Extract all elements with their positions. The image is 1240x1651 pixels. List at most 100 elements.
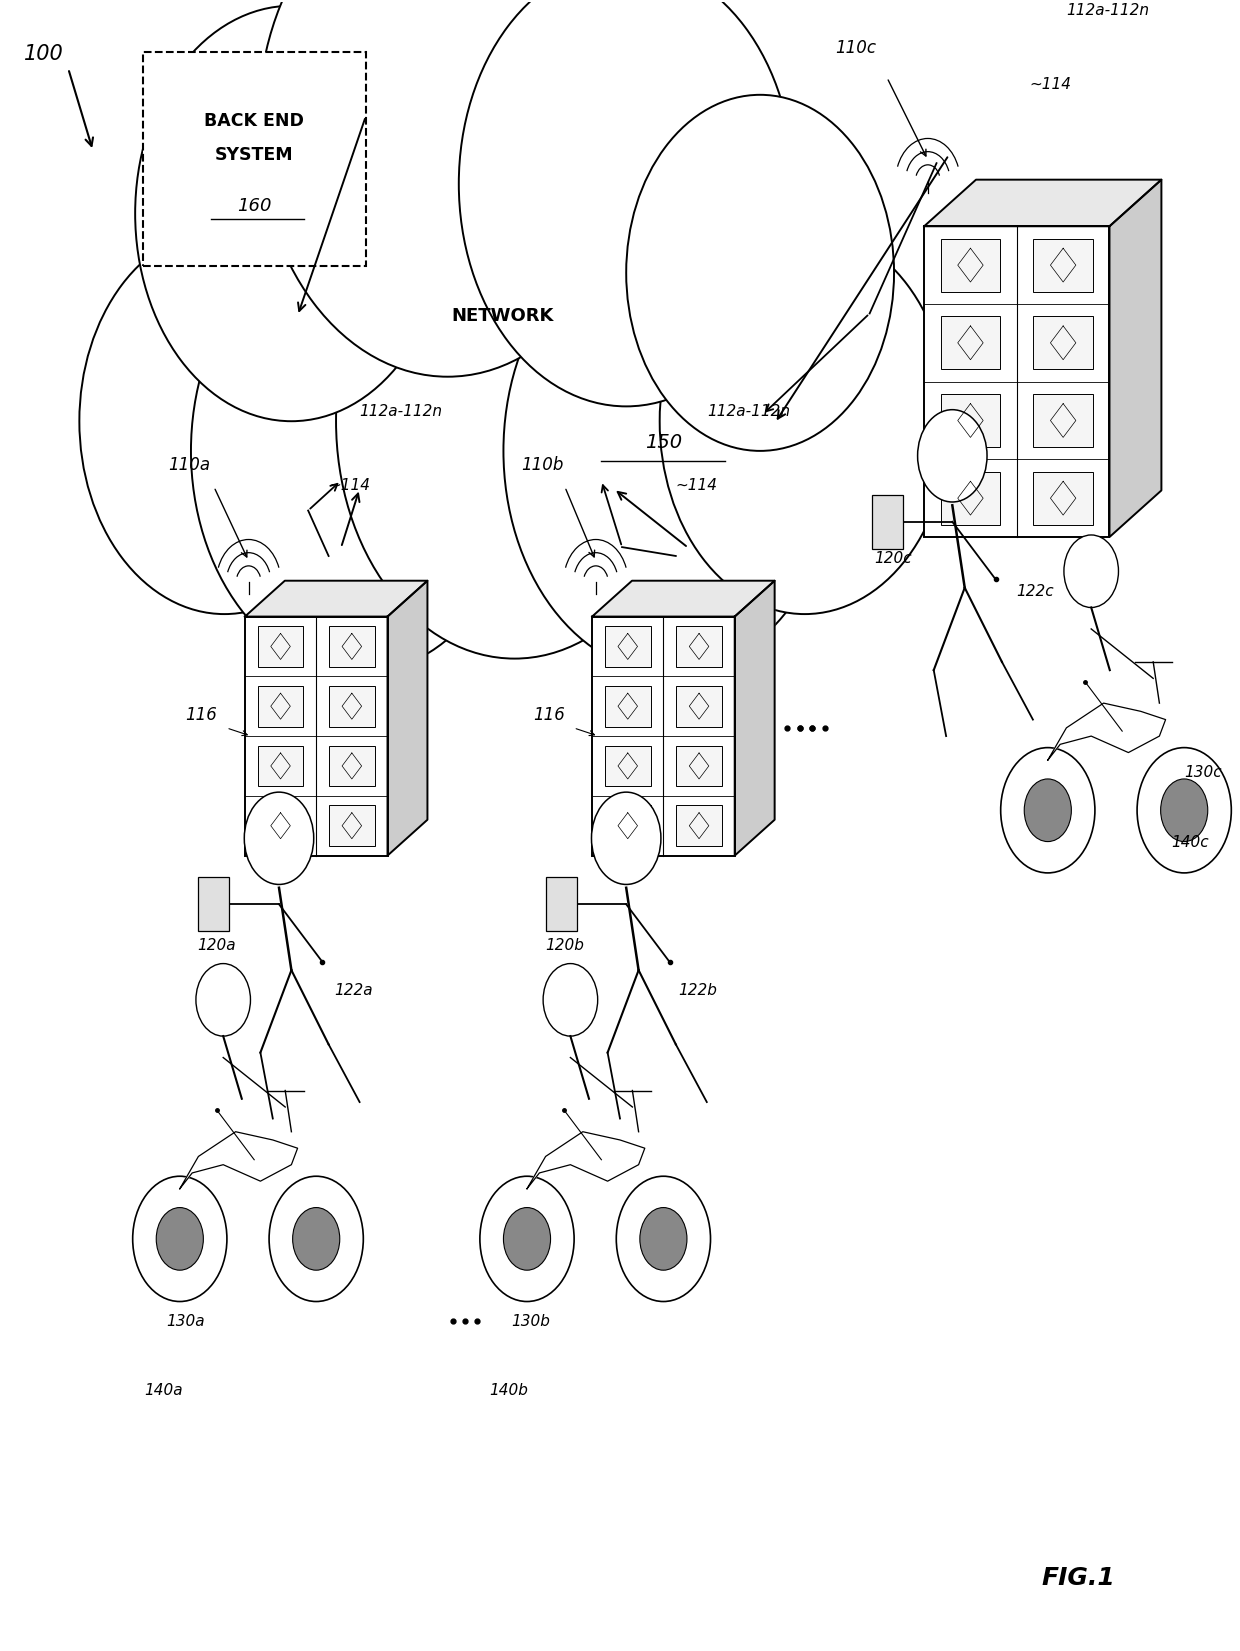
Text: 122b: 122b	[678, 982, 718, 997]
Text: ~114: ~114	[676, 479, 718, 494]
Text: ~114: ~114	[329, 479, 371, 494]
Circle shape	[626, 94, 894, 451]
Circle shape	[626, 94, 894, 451]
Circle shape	[1001, 748, 1095, 873]
Text: BACK END: BACK END	[205, 112, 304, 129]
Circle shape	[191, 228, 526, 674]
Polygon shape	[527, 1131, 645, 1189]
Text: 150: 150	[645, 433, 682, 452]
Bar	[941, 395, 1001, 447]
Text: 110b: 110b	[521, 456, 564, 474]
Text: 112a-112n: 112a-112n	[707, 404, 790, 419]
Bar	[329, 746, 374, 786]
Circle shape	[336, 183, 693, 659]
Bar	[605, 806, 651, 845]
Bar	[872, 495, 903, 550]
Text: 120a: 120a	[197, 938, 237, 953]
Circle shape	[191, 228, 526, 674]
Bar	[329, 685, 374, 726]
Text: 120b: 120b	[544, 938, 584, 953]
Polygon shape	[593, 581, 775, 616]
Text: 112a-112n: 112a-112n	[360, 404, 443, 419]
Text: 122a: 122a	[334, 982, 373, 997]
Bar	[941, 239, 1001, 292]
Bar	[941, 472, 1001, 525]
Bar	[258, 626, 304, 667]
Circle shape	[591, 792, 661, 885]
Text: ~114: ~114	[1029, 78, 1071, 92]
Polygon shape	[246, 581, 428, 616]
Bar	[329, 626, 374, 667]
Text: NETWORK: NETWORK	[451, 307, 553, 325]
Bar	[676, 806, 722, 845]
Circle shape	[616, 1176, 711, 1301]
Bar	[329, 806, 374, 845]
Bar	[1033, 317, 1092, 370]
Circle shape	[135, 7, 448, 421]
Circle shape	[258, 0, 637, 376]
Circle shape	[196, 964, 250, 1037]
Bar	[258, 746, 304, 786]
Circle shape	[503, 1207, 551, 1270]
Text: 130a: 130a	[166, 1314, 206, 1329]
Bar	[605, 746, 651, 786]
Text: 160: 160	[237, 196, 272, 215]
Circle shape	[918, 409, 987, 502]
Text: 112a-112n: 112a-112n	[1066, 3, 1149, 18]
Circle shape	[459, 0, 794, 406]
Bar	[593, 616, 734, 855]
Polygon shape	[1110, 180, 1162, 537]
Circle shape	[1024, 779, 1071, 842]
Circle shape	[660, 228, 950, 614]
Circle shape	[336, 183, 693, 659]
Circle shape	[480, 1176, 574, 1301]
Text: 116: 116	[186, 705, 217, 723]
Bar	[676, 685, 722, 726]
Bar	[605, 626, 651, 667]
Polygon shape	[1048, 703, 1166, 759]
Text: 140c: 140c	[1172, 834, 1209, 850]
Bar	[258, 685, 304, 726]
Text: FIG.1: FIG.1	[1042, 1567, 1116, 1590]
Circle shape	[79, 228, 370, 614]
Text: 130b: 130b	[511, 1314, 551, 1329]
Circle shape	[503, 228, 838, 674]
Circle shape	[269, 1176, 363, 1301]
Polygon shape	[734, 581, 775, 855]
Bar	[143, 51, 366, 266]
Text: 116: 116	[533, 705, 564, 723]
Bar	[546, 877, 577, 931]
Text: 140b: 140b	[489, 1384, 528, 1398]
Text: SYSTEM: SYSTEM	[215, 145, 294, 163]
Text: 120c: 120c	[874, 551, 911, 566]
Bar	[198, 877, 229, 931]
Text: 140a: 140a	[144, 1384, 184, 1398]
Circle shape	[244, 792, 314, 885]
Circle shape	[156, 1207, 203, 1270]
Bar	[605, 685, 651, 726]
Circle shape	[459, 0, 794, 406]
Circle shape	[258, 0, 637, 376]
Bar	[1033, 395, 1092, 447]
Polygon shape	[387, 581, 428, 855]
Bar	[941, 317, 1001, 370]
Circle shape	[133, 1176, 227, 1301]
Circle shape	[79, 228, 370, 614]
Bar	[1033, 239, 1092, 292]
Text: 122c: 122c	[1017, 584, 1054, 599]
Circle shape	[1064, 535, 1118, 608]
Bar	[676, 626, 722, 667]
Polygon shape	[180, 1131, 298, 1189]
Polygon shape	[924, 180, 1162, 226]
Bar	[676, 746, 722, 786]
Bar	[1033, 472, 1092, 525]
Circle shape	[660, 228, 950, 614]
Bar	[924, 226, 1110, 537]
Circle shape	[1161, 779, 1208, 842]
Bar	[246, 616, 387, 855]
Circle shape	[135, 7, 448, 421]
Bar	[258, 806, 304, 845]
Circle shape	[1137, 748, 1231, 873]
Circle shape	[293, 1207, 340, 1270]
Text: 110a: 110a	[169, 456, 210, 474]
